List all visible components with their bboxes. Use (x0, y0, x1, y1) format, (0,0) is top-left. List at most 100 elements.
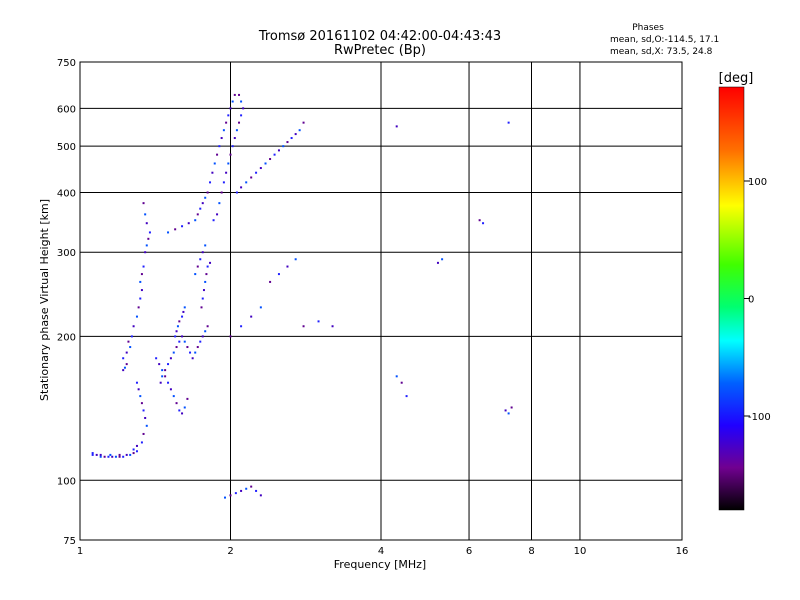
data-point (201, 335, 204, 338)
x-tick-labels: 1 2 4 6 8 10 16 (77, 546, 689, 557)
data-point (199, 207, 202, 210)
data-point (142, 409, 145, 412)
data-point (125, 363, 128, 366)
y-tick-label: 75 (63, 536, 76, 547)
data-point (273, 153, 276, 156)
data-point (234, 492, 237, 495)
data-point (155, 357, 158, 360)
data-point (91, 453, 94, 456)
data-point (206, 265, 209, 268)
colorbar-tick-label: 0 (748, 295, 754, 306)
data-point (507, 121, 510, 124)
y-tick-labels: 75 100 200 300 400 500 600 750 (57, 58, 76, 547)
data-point (240, 114, 243, 117)
data-point (137, 388, 140, 391)
data-point (204, 330, 207, 333)
chart-subtitle: RwPretec (Bp) (334, 43, 426, 58)
data-point (222, 181, 225, 184)
data-point (103, 455, 106, 458)
data-point (176, 325, 179, 328)
data-point (231, 100, 234, 103)
x-tick-label: 1 (77, 546, 83, 557)
data-point (178, 340, 181, 343)
data-point (144, 416, 147, 419)
data-point (139, 280, 142, 283)
data-point (199, 258, 202, 261)
stats-x-line: mean, sd,X: 73.5, 24.8 (610, 47, 713, 57)
data-point (286, 141, 289, 144)
data-point (148, 231, 151, 234)
data-point (114, 455, 117, 458)
x-tick-label: 4 (378, 546, 384, 557)
stats-heading: Phases (632, 23, 664, 33)
data-point (145, 244, 148, 247)
data-point (158, 363, 161, 366)
data-point (294, 133, 297, 136)
data-point (167, 381, 170, 384)
data-point (294, 258, 297, 261)
data-point (405, 395, 408, 398)
data-point (135, 444, 138, 447)
data-point (507, 412, 510, 415)
data-point (227, 114, 230, 117)
data-point (240, 186, 243, 189)
data-point (145, 424, 148, 427)
data-point (181, 315, 184, 318)
data-point (201, 202, 204, 205)
data-point (181, 225, 184, 228)
data-point (139, 395, 142, 398)
colorbar-tick-label: 100 (748, 177, 767, 188)
data-points (91, 93, 513, 499)
data-point (436, 261, 439, 264)
data-point (227, 162, 230, 165)
data-point (95, 453, 98, 456)
data-point (145, 222, 148, 225)
data-point (317, 320, 320, 323)
grid-lines (80, 62, 682, 540)
data-point (259, 167, 262, 170)
data-point (122, 455, 125, 458)
data-point (213, 162, 216, 165)
data-point (164, 369, 167, 372)
data-point (277, 273, 280, 276)
data-point (235, 129, 238, 132)
data-point (122, 357, 125, 360)
data-point (191, 357, 194, 360)
data-point (264, 162, 267, 165)
data-point (216, 213, 219, 216)
data-point (245, 487, 248, 490)
data-point (229, 494, 232, 497)
data-point (269, 158, 272, 161)
data-point (240, 100, 243, 103)
data-point (259, 306, 262, 309)
x-axis-label: Frequency [MHz] (334, 558, 426, 571)
data-point (194, 219, 197, 222)
data-point (218, 202, 221, 205)
data-point (169, 357, 172, 360)
data-point (235, 191, 238, 194)
data-point (196, 346, 199, 349)
data-point (400, 381, 403, 384)
data-point (178, 409, 181, 412)
data-point (125, 351, 128, 354)
data-point (132, 452, 135, 455)
data-point (164, 375, 167, 378)
colorbar-label: [deg] (719, 71, 754, 86)
data-point (118, 455, 121, 458)
data-point (220, 137, 223, 140)
y-tick-label: 600 (57, 104, 76, 115)
data-point (250, 315, 253, 318)
data-point (255, 171, 258, 174)
data-point (238, 93, 241, 96)
data-point (222, 129, 225, 132)
y-tick-label: 300 (57, 248, 76, 259)
data-point (182, 310, 185, 313)
data-point (175, 346, 178, 349)
data-point (132, 325, 135, 328)
x-tick-label: 10 (574, 546, 587, 557)
data-point (225, 171, 228, 174)
data-point (478, 219, 481, 222)
data-point (175, 402, 178, 405)
data-point (269, 280, 272, 283)
